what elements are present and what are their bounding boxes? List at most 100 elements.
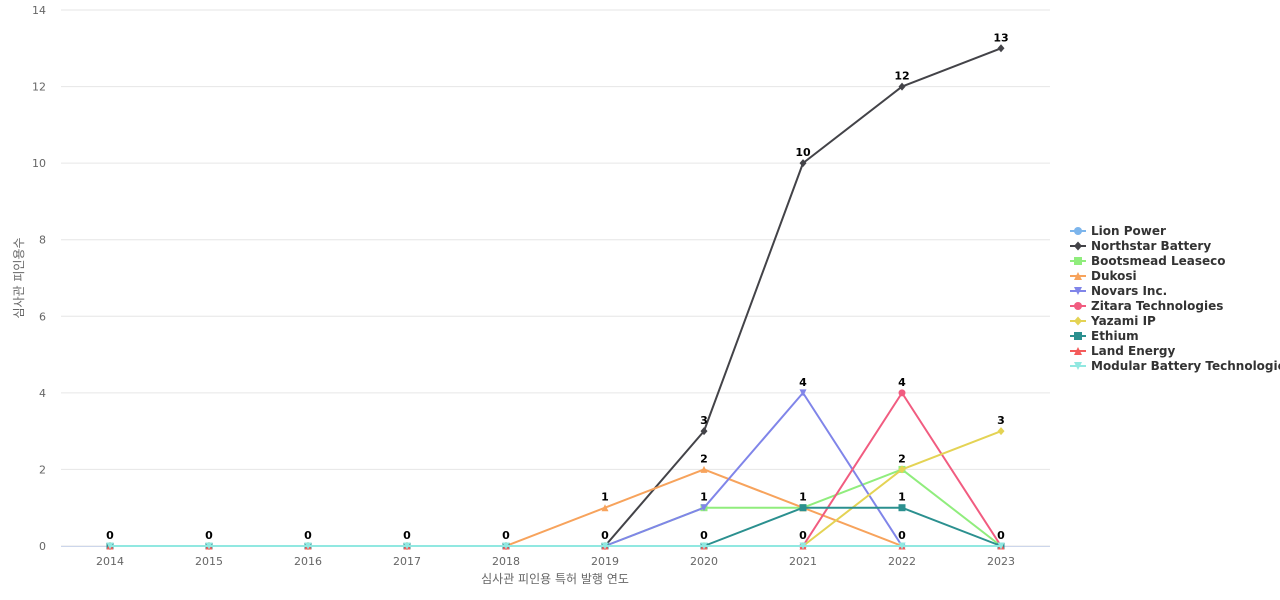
- data-label: 10: [795, 146, 811, 159]
- y-tick-label: 2: [39, 463, 46, 476]
- y-tick-label: 10: [32, 157, 46, 170]
- data-point: [106, 542, 114, 550]
- legend-marker-icon: [1074, 257, 1082, 265]
- data-point: [898, 465, 906, 474]
- data-label: 0: [502, 529, 510, 542]
- legend-label: Bootsmead Leaseco: [1091, 254, 1226, 268]
- legend-label: Yazami IP: [1090, 314, 1156, 328]
- y-tick-label: 4: [39, 387, 46, 400]
- data-label: 3: [700, 414, 708, 427]
- data-point: [700, 542, 708, 550]
- legend-item[interactable]: Northstar Battery: [1070, 239, 1211, 253]
- legend-label: Ethium: [1091, 329, 1139, 343]
- x-tick-label: 2023: [987, 555, 1015, 568]
- y-tick-label: 8: [39, 234, 46, 247]
- legend-item[interactable]: Bootsmead Leaseco: [1070, 254, 1226, 268]
- data-point: [601, 504, 609, 512]
- x-axis-title: 심사관 피인용 특허 발행 연도: [481, 571, 629, 586]
- legend-item[interactable]: Novars Inc.: [1070, 284, 1167, 298]
- data-label: 1: [601, 491, 609, 504]
- data-label: 3: [997, 414, 1005, 427]
- data-label: 12: [894, 70, 909, 83]
- y-tick-label: 14: [32, 4, 46, 17]
- series-line: [110, 47, 1002, 547]
- data-point: [997, 427, 1005, 436]
- legend-label: Modular Battery Technologies: [1091, 359, 1280, 373]
- data-label: 2: [898, 452, 906, 465]
- data-point: [799, 504, 807, 512]
- series-northstar-battery: [106, 44, 1005, 550]
- data-point: [799, 159, 807, 168]
- x-tick-label: 2019: [591, 555, 619, 568]
- data-point: [799, 389, 807, 397]
- data-point: [205, 542, 213, 550]
- data-point: [898, 504, 906, 512]
- legend-marker-icon: [1074, 302, 1082, 310]
- x-axis: 2014 2015 2016 2017 2018 2019 2020 2021 2022 2023: [61, 546, 1050, 568]
- data-label: 0: [106, 529, 114, 542]
- series-yazami-ip: [106, 427, 1005, 550]
- data-point: [700, 504, 708, 512]
- data-label: 1: [799, 491, 807, 504]
- data-label: 0: [403, 529, 411, 542]
- data-label: 0: [700, 529, 708, 542]
- data-point: [502, 542, 510, 550]
- legend-marker-icon: [1074, 227, 1082, 235]
- legend-label: Lion Power: [1091, 224, 1166, 238]
- legend-item[interactable]: Modular Battery Technologies: [1070, 359, 1280, 373]
- series-modular-battery-technologies: [106, 542, 1005, 550]
- series-line: [110, 430, 1002, 547]
- x-tick-label: 2014: [96, 555, 124, 568]
- data-label: 0: [799, 529, 807, 542]
- data-label: 4: [898, 376, 906, 389]
- data-point: [601, 542, 609, 550]
- legend-marker-icon: [1074, 287, 1082, 295]
- legend-marker-icon: [1074, 347, 1082, 355]
- legend-marker-icon: [1074, 316, 1082, 326]
- legend-label: Land Energy: [1091, 344, 1175, 358]
- data-label: 1: [898, 491, 906, 504]
- data-point: [898, 389, 906, 397]
- legend-item[interactable]: Yazami IP: [1070, 314, 1156, 328]
- legend-item[interactable]: Lion Power: [1070, 224, 1166, 238]
- y-tick-label: 12: [32, 81, 46, 94]
- y-axis-title: 심사관 피인용수: [12, 237, 26, 318]
- y-axis: 0 2 4 6 8 10 12 14: [32, 4, 46, 553]
- data-point: [898, 542, 906, 550]
- x-tick-label: 2016: [294, 555, 322, 568]
- data-point: [799, 542, 807, 550]
- legend-label: Dukosi: [1091, 269, 1137, 283]
- y-tick-label: 6: [39, 310, 46, 323]
- legend-marker-icon: [1074, 332, 1082, 340]
- legend-marker-icon: [1074, 272, 1082, 280]
- legend-marker-icon: [1074, 362, 1082, 370]
- data-point: [700, 427, 708, 436]
- x-tick-label: 2022: [888, 555, 916, 568]
- legend-label: Novars Inc.: [1091, 284, 1167, 298]
- legend-item[interactable]: Ethium: [1070, 329, 1139, 343]
- legend-item[interactable]: Land Energy: [1070, 344, 1175, 358]
- data-label: 0: [997, 529, 1005, 542]
- data-point: [997, 542, 1005, 550]
- data-label: 4: [799, 376, 807, 389]
- data-label: 2: [700, 452, 708, 465]
- x-tick-label: 2021: [789, 555, 817, 568]
- data-label: 1: [700, 491, 708, 504]
- data-point: [898, 82, 906, 91]
- data-point: [700, 465, 708, 473]
- grid: [61, 9, 1050, 547]
- legend-item[interactable]: Dukosi: [1070, 269, 1137, 283]
- legend-marker-icon: [1074, 241, 1082, 251]
- legend-label: Northstar Battery: [1091, 239, 1211, 253]
- data-label: 0: [304, 529, 312, 542]
- legend-label: Zitara Technologies: [1091, 299, 1223, 313]
- data-label: 13: [993, 31, 1008, 44]
- x-tick-label: 2020: [690, 555, 718, 568]
- data-label: 0: [898, 529, 906, 542]
- legend-item[interactable]: Zitara Technologies: [1070, 299, 1223, 313]
- x-tick-label: 2018: [492, 555, 520, 568]
- x-tick-label: 2017: [393, 555, 421, 568]
